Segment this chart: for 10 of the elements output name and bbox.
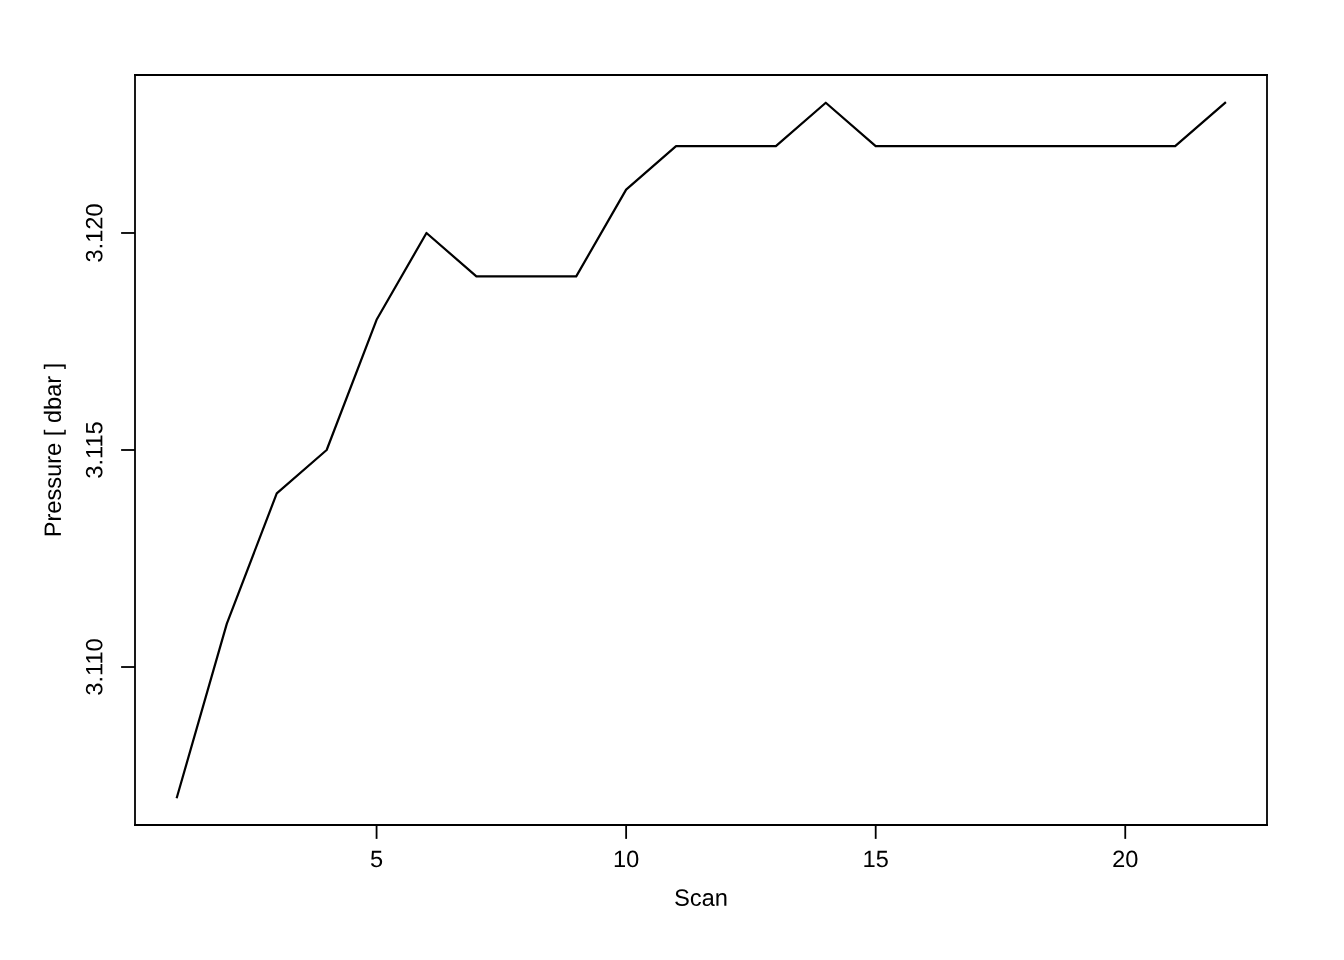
y-tick-label: 3.115: [85, 422, 103, 478]
x-tick-label: 20: [1113, 850, 1138, 868]
x-tick-label: 15: [864, 850, 888, 868]
line-series: [175, 101, 1227, 799]
x-tick-label: 10: [614, 850, 639, 868]
x-axis-title: Scan: [675, 889, 727, 907]
y-axis-title: Pressure [ dbar ]: [43, 364, 66, 536]
y-tick-label: 3.120: [85, 204, 103, 262]
y-tick-label: 3.110: [85, 639, 103, 695]
x-tick-label: 5: [370, 850, 383, 868]
